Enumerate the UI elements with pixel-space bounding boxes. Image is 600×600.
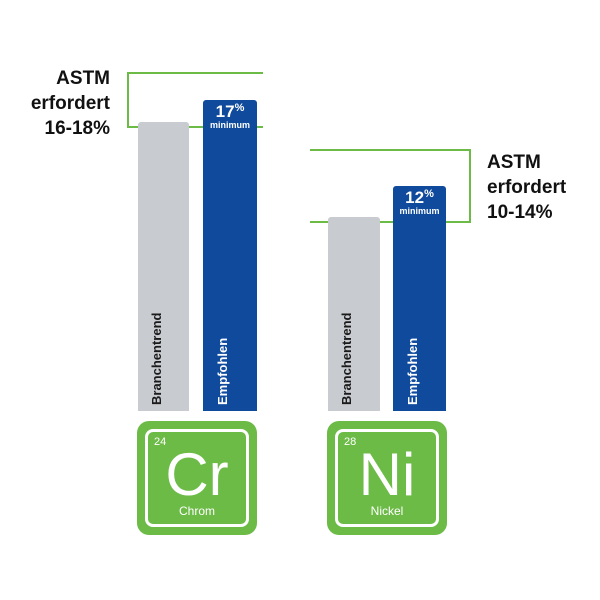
element-tile-ni: 28 Ni Nickel <box>327 421 447 535</box>
astm-label-ni: ASTM erfordert 10-14% <box>487 150 566 225</box>
astm-line: erfordert <box>487 177 567 198</box>
atomic-number: 28 <box>344 436 357 448</box>
value-label-ni: 12% minimum <box>393 188 446 216</box>
astm-line: 16-18% <box>44 118 111 139</box>
bar-empfohlen-ni: 12% minimum Empfohlen <box>393 186 446 411</box>
astm-max-line-ni <box>310 149 471 151</box>
bar-empfohlen-cr: 17% minimum Empfohlen <box>203 100 257 411</box>
atomic-number: 24 <box>154 436 167 448</box>
bar-label: Empfohlen <box>215 337 230 405</box>
astm-line: ASTM <box>487 152 541 173</box>
astm-min-line-cr <box>127 126 263 128</box>
element-name: Chrom <box>178 504 215 518</box>
element-symbol: Cr <box>165 441 229 508</box>
bar-label: Branchentrend <box>339 312 354 405</box>
value: 12 <box>405 188 425 207</box>
minimum-label: minimum <box>209 120 250 130</box>
value: 17 <box>215 102 235 121</box>
astm-bracket-cr <box>127 72 129 128</box>
minimum-label: minimum <box>399 206 440 216</box>
astm-line: 10-14% <box>487 202 553 223</box>
bar-label: Empfohlen <box>404 337 420 405</box>
unit: % <box>234 102 245 114</box>
astm-min-line-ni <box>310 221 471 223</box>
element-symbol: Ni <box>358 441 416 508</box>
astm-line: ASTM <box>56 68 110 89</box>
astm-bracket-ni <box>469 149 471 223</box>
astm-label-cr: ASTM erfordert 16-18% <box>31 66 110 141</box>
value-label-cr: 17% minimum <box>203 102 257 130</box>
bar-label: Branchentrend <box>148 312 164 405</box>
bar-branchentrend-ni: Branchentrend <box>328 216 380 411</box>
element-name: Nickel <box>370 504 404 518</box>
bar-branchentrend-cr: Branchentrend <box>138 121 189 411</box>
unit: % <box>424 188 434 200</box>
astm-max-line-cr <box>127 72 263 74</box>
element-tile-cr: 24 Cr Chrom <box>137 421 257 535</box>
astm-line: erfordert <box>30 93 110 114</box>
